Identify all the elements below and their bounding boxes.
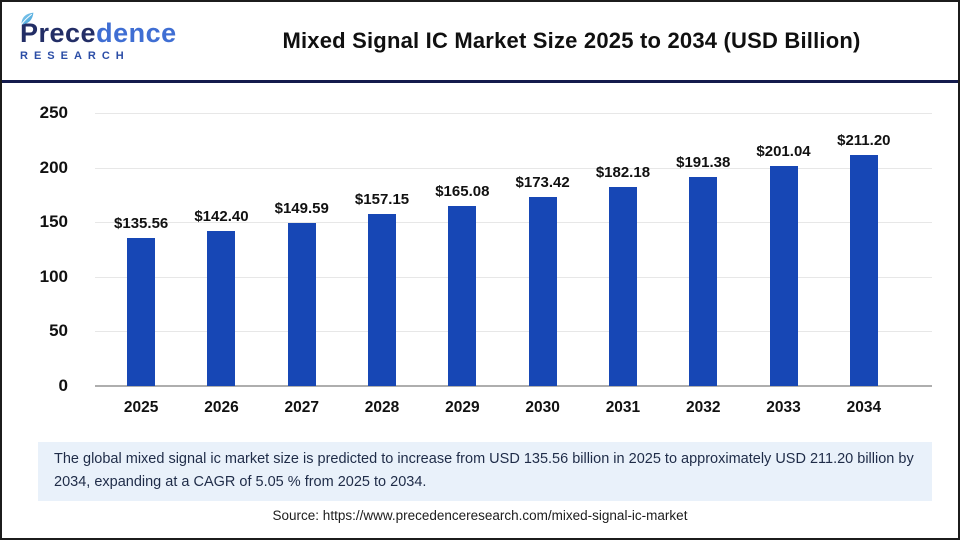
x-tick-label: 2030 bbox=[525, 399, 560, 416]
x-tick-label: 2032 bbox=[685, 399, 721, 416]
bar-2025 bbox=[127, 237, 156, 386]
gridline bbox=[95, 113, 932, 114]
page-title: Mixed Signal IC Market Size 2025 to 2034… bbox=[282, 28, 861, 53]
bar-value-label: $157.15 bbox=[354, 191, 410, 209]
bar-value-label: $201.04 bbox=[756, 143, 811, 161]
x-tick-label: 2034 bbox=[846, 399, 882, 416]
bar-2031 bbox=[608, 187, 637, 386]
gridline bbox=[95, 222, 932, 224]
title-wrap: Mixed Signal IC Market Size 2025 to 2034… bbox=[205, 28, 938, 54]
bar-2029 bbox=[448, 205, 477, 386]
gridline bbox=[95, 331, 932, 333]
precedence-research-logo: Precedence RESEARCH bbox=[20, 12, 205, 62]
leaf-icon bbox=[21, 12, 34, 25]
logo-brand-part1: Prece bbox=[20, 18, 97, 48]
y-tick-label: 150 bbox=[39, 212, 68, 232]
bar-value-label: $135.56 bbox=[114, 214, 169, 232]
logo-brand-text: Precedence bbox=[20, 12, 205, 48]
bar-value-label: $173.42 bbox=[515, 173, 570, 191]
bar-column-2031: $182.18 bbox=[583, 113, 663, 386]
bar-2026 bbox=[207, 230, 236, 386]
x-tick-label: 2033 bbox=[766, 399, 801, 416]
bars-row: $135.56 $142.40 $149.59 $157.15 $165.08 … bbox=[101, 113, 904, 386]
bar-2027 bbox=[287, 222, 316, 386]
x-tick-label: 2025 bbox=[123, 399, 159, 416]
bar-2032 bbox=[689, 177, 718, 386]
x-tick-label: 2028 bbox=[364, 399, 400, 416]
x-tick-label: 2026 bbox=[204, 399, 239, 416]
y-tick-label: 0 bbox=[58, 376, 68, 395]
bar-value-label: $211.20 bbox=[837, 132, 891, 150]
y-tick-label: 250 bbox=[39, 103, 68, 122]
bar-column-2025: $135.56 bbox=[101, 113, 181, 386]
y-axis-ticks: 250 200 150 100 50 0 bbox=[2, 103, 82, 395]
x-tick-label: 2031 bbox=[605, 399, 641, 416]
logo-subtitle: RESEARCH bbox=[20, 50, 130, 62]
bar-2033 bbox=[769, 166, 798, 386]
bar-chart: 250 200 150 100 50 0 $135.56 $142.40 $14… bbox=[2, 83, 958, 435]
bar-2028 bbox=[368, 214, 397, 386]
bar-column-2034: $211.20 bbox=[824, 113, 904, 386]
bar-2030 bbox=[528, 196, 557, 386]
x-tick-label: 2029 bbox=[445, 399, 480, 416]
bar-2034 bbox=[849, 155, 878, 386]
x-axis-line bbox=[95, 385, 932, 387]
x-axis-labels: 2025 2026 2027 2028 2029 2030 2031 2032 … bbox=[101, 399, 904, 417]
bar-value-label: $165.08 bbox=[435, 182, 490, 200]
gridline bbox=[95, 276, 932, 278]
y-tick-label: 50 bbox=[49, 321, 68, 341]
gridline bbox=[95, 167, 932, 169]
logo-brand-part2: dence bbox=[96, 18, 177, 48]
bar-value-label: $142.40 bbox=[194, 207, 249, 225]
bar-value-label: $182.18 bbox=[595, 164, 651, 182]
bar-column-2027: $149.59 bbox=[262, 113, 342, 386]
bar-column-2033: $201.04 bbox=[743, 113, 823, 386]
y-tick-label: 100 bbox=[39, 266, 68, 286]
source-attribution: Source: https://www.precedenceresearch.c… bbox=[272, 508, 688, 523]
bar-value-label: $149.59 bbox=[274, 199, 329, 217]
bar-column-2026: $142.40 bbox=[181, 113, 261, 386]
bar-column-2032: $191.38 bbox=[663, 113, 743, 386]
bar-column-2029: $165.08 bbox=[422, 113, 502, 386]
bar-value-label: $191.38 bbox=[676, 154, 731, 172]
bar-column-2030: $173.42 bbox=[502, 113, 582, 386]
bar-column-2028: $157.15 bbox=[342, 113, 422, 386]
header: Precedence RESEARCH Mixed Signal IC Mark… bbox=[2, 2, 958, 83]
gridlines bbox=[95, 113, 932, 386]
x-tick-label: 2027 bbox=[284, 399, 319, 416]
y-tick-label: 200 bbox=[39, 157, 68, 177]
summary-caption: The global mixed signal ic market size i… bbox=[38, 442, 932, 501]
